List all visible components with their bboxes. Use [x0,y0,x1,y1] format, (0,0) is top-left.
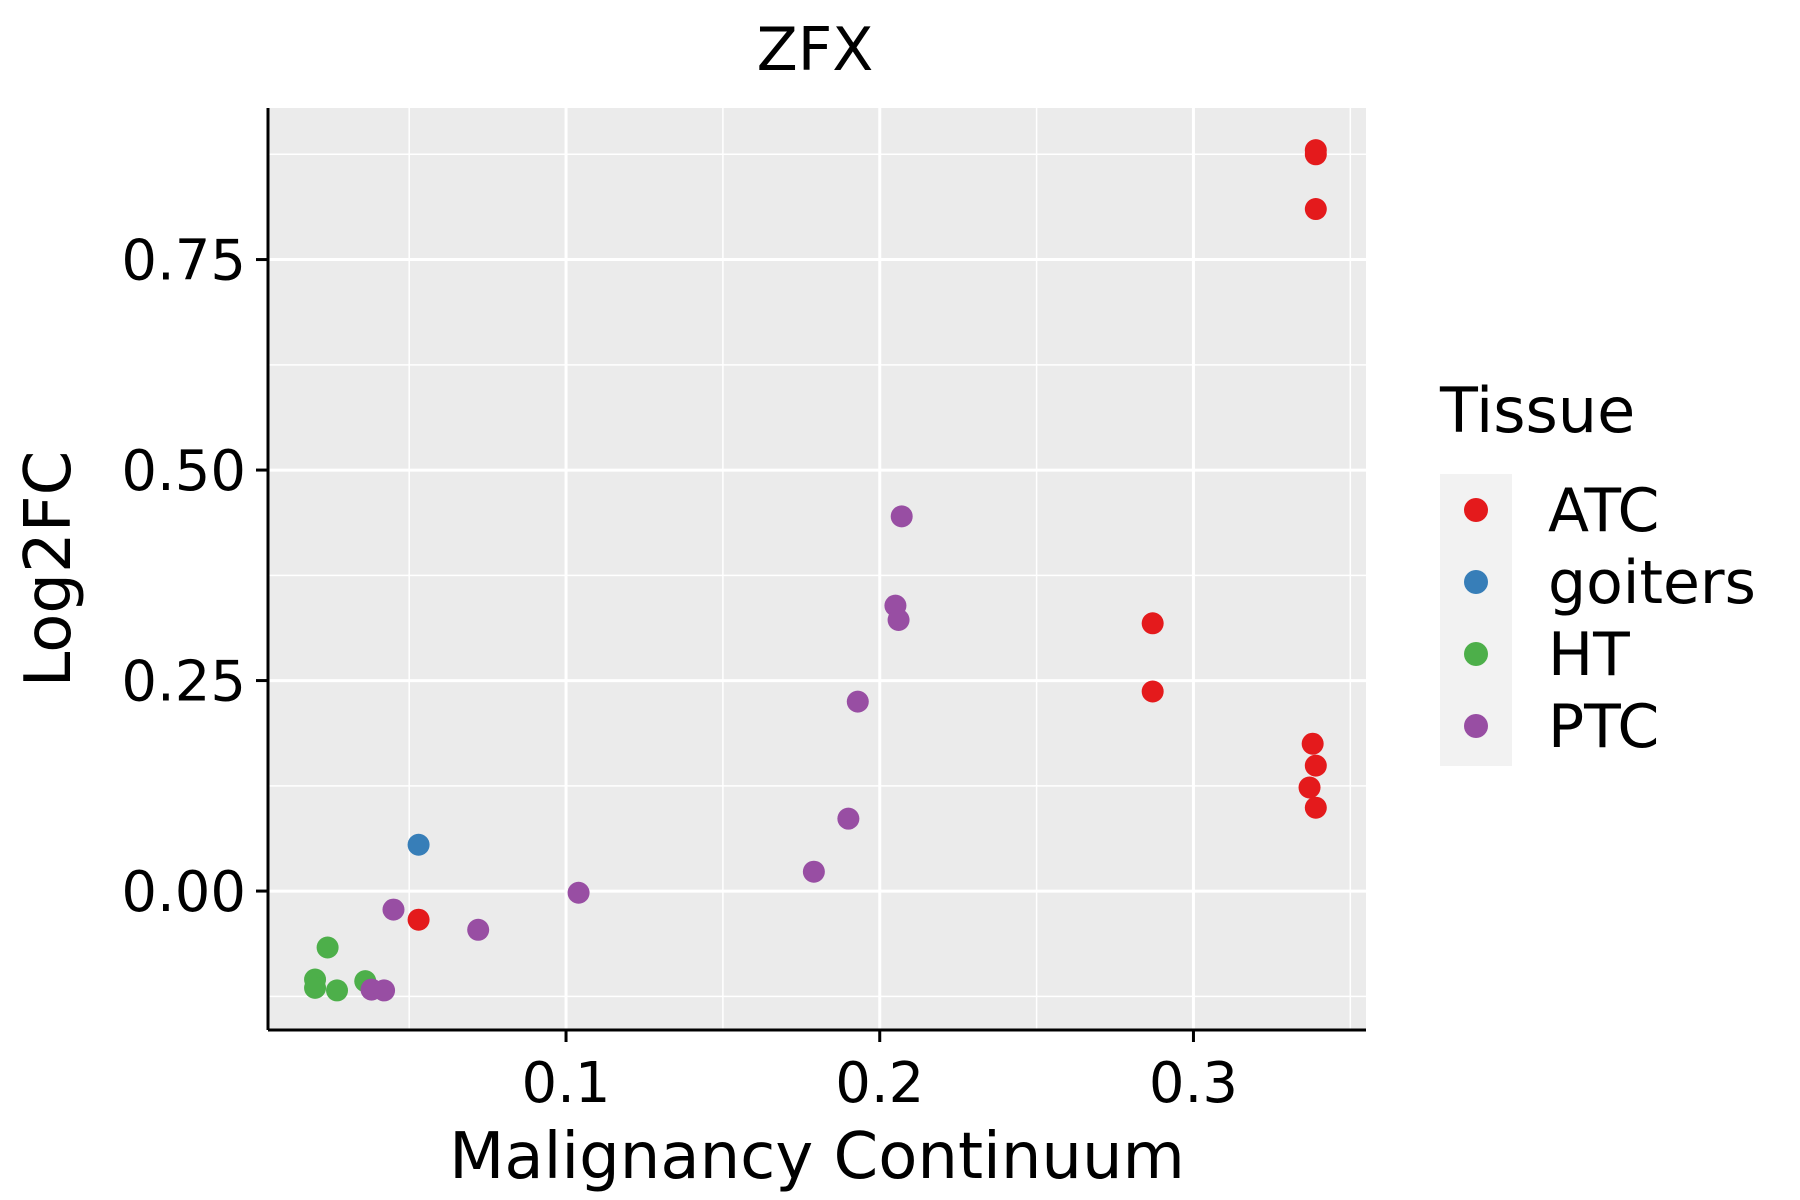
x-tick-label: 0.2 [835,1051,924,1116]
y-axis-title: Log2FC [12,451,86,688]
legend-label-ht: HT [1548,620,1630,690]
grid-major [268,108,1366,1030]
data-point-ht [326,979,349,1002]
x-tick-label: 0.3 [1149,1051,1238,1116]
data-point-atc [1301,732,1324,755]
data-point-ht [304,976,327,999]
data-point-atc [1304,796,1327,819]
data-point-ptc [890,505,913,528]
y-axis-ticks: 0.00 0.25 0.50 0.75 [121,229,268,925]
data-point-atc [1141,680,1164,703]
data-point-atc [407,908,430,931]
legend-key-goiters [1464,570,1488,594]
legend-key-ptc [1464,714,1488,738]
data-point-ptc [846,690,869,713]
x-tick-label: 0.1 [521,1051,610,1116]
chart-title: ZFX [757,15,874,85]
data-point-atc [1304,198,1327,221]
legend-label-ptc: PTC [1548,692,1659,762]
data-point-atc [1304,143,1327,166]
data-point-ptc [373,979,396,1002]
legend-title: Tissue [1439,374,1635,447]
data-point-ptc [837,807,860,830]
data-point-ptc [382,898,405,921]
y-tick-label: 0.00 [121,860,246,925]
data-point-atc [1298,776,1321,799]
y-tick-label: 0.50 [121,439,246,504]
data-point-atc [1304,754,1327,777]
legend-label-goiters: goiters [1548,548,1756,618]
data-point-atc [1141,612,1164,635]
x-axis-ticks: 0.1 0.2 0.3 [521,1030,1238,1116]
legend-label-atc: ATC [1548,476,1659,546]
data-point-ptc [567,881,590,904]
data-point-ptc [802,860,825,883]
y-tick-label: 0.75 [121,229,246,294]
data-points [304,139,1327,1002]
legend-key-atc [1464,498,1488,522]
grid-minor [268,108,1366,1030]
legend-key-ht [1464,642,1488,666]
data-point-ht [316,936,339,959]
data-point-ptc [887,608,910,631]
data-point-ptc [467,918,490,941]
data-point-goiters [407,833,430,856]
x-axis-title: Malignancy Continuum [449,1120,1185,1194]
y-tick-label: 0.25 [121,650,246,715]
